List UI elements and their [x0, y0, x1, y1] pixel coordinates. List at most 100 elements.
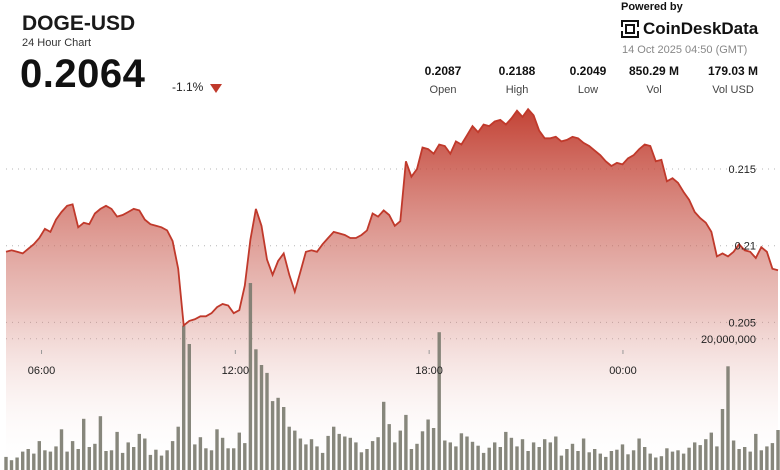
volume-bar	[715, 446, 719, 470]
volume-bar	[420, 431, 425, 470]
volume-bar	[165, 450, 169, 470]
volume-bar	[270, 401, 275, 470]
volume-bar	[409, 449, 414, 470]
time-tick-label: 00:00	[609, 365, 637, 377]
volume-bar	[565, 449, 569, 470]
volume-bar	[209, 450, 214, 470]
current-price: 0.2064	[20, 52, 146, 96]
volume-bar	[443, 440, 447, 470]
volume-bar	[676, 450, 680, 470]
volume-bar	[26, 449, 30, 470]
volume-bar	[287, 426, 291, 470]
volume-bar	[304, 444, 308, 470]
volume-bar	[320, 452, 325, 470]
price-change: -1.1%	[172, 80, 204, 94]
volume-bar	[654, 457, 658, 470]
volume-bar	[470, 441, 475, 470]
volume-bar	[37, 441, 41, 470]
stat-vol-usd-value: 179.03 M	[707, 64, 759, 78]
stat-high: 0.2188 High	[482, 64, 552, 96]
volume-bar	[21, 451, 25, 470]
volume-bar	[226, 448, 230, 470]
volume-bar	[176, 426, 180, 470]
volume-bar	[770, 443, 775, 470]
volume-bar	[282, 407, 286, 470]
volume-bar	[515, 446, 519, 470]
volume-bar	[82, 418, 86, 470]
volume-bar	[137, 433, 141, 470]
volume-bar	[487, 447, 491, 470]
volume-bar	[709, 432, 713, 470]
volume-bar	[254, 349, 258, 470]
volume-bar	[315, 446, 319, 470]
volume-bar	[415, 443, 419, 470]
volume-bar	[620, 444, 625, 470]
volume-bar	[326, 435, 330, 470]
stat-vol-value: 850.29 M	[628, 64, 680, 78]
stat-open-value: 0.2087	[424, 64, 462, 78]
volume-bar	[359, 452, 364, 470]
volume-bar	[548, 442, 552, 470]
stat-high-value: 0.2188	[498, 64, 536, 78]
stat-open-label: Open	[429, 84, 457, 96]
volume-bar	[4, 456, 8, 470]
volume-bar	[354, 442, 358, 470]
stat-low: 0.2049 Low	[553, 64, 623, 96]
volume-bar	[243, 443, 247, 470]
volume-bar	[504, 431, 508, 470]
volume-bar	[526, 451, 530, 470]
volume-bar	[481, 452, 486, 470]
price-tick-label: 0.205	[728, 317, 756, 329]
volume-bar	[776, 430, 780, 470]
volume-bar	[126, 442, 130, 470]
volume-bar	[509, 437, 514, 470]
volume-tick-label: 20,000,000	[701, 334, 756, 346]
volume-bar	[109, 450, 114, 470]
volume-bar	[454, 446, 458, 470]
volume-bar	[87, 447, 91, 470]
volume-bar	[537, 447, 541, 470]
chart-subtitle: 24 Hour Chart	[22, 37, 92, 49]
volume-bar	[220, 437, 225, 470]
volume-bar	[476, 445, 480, 470]
volume-bar	[404, 414, 408, 470]
volume-bar	[587, 452, 591, 470]
volume-bar	[365, 449, 369, 470]
time-tick-label: 06:00	[28, 365, 56, 377]
time-tick-label: 12:00	[222, 365, 250, 377]
volume-bar	[581, 438, 586, 470]
stat-vol-usd-label: Vol USD	[712, 84, 754, 96]
volume-bar	[120, 452, 125, 470]
volume-bar	[637, 438, 641, 470]
volume-bar	[332, 426, 336, 470]
volume-bar	[193, 444, 197, 470]
volume-bar	[65, 451, 69, 470]
volume-bar	[76, 449, 80, 470]
stat-vol: 850.29 M Vol	[619, 64, 689, 96]
volume-bar	[426, 419, 430, 470]
volume-bar	[337, 433, 341, 470]
brand-name: CoinDeskData	[643, 19, 759, 38]
volume-bar	[98, 416, 103, 470]
volume-bar	[187, 344, 191, 470]
volume-bar	[370, 441, 375, 470]
volume-bar	[154, 449, 158, 470]
volume-bar	[276, 397, 280, 470]
volume-bar	[15, 457, 19, 470]
volume-bar	[232, 448, 236, 470]
volume-bar	[115, 431, 119, 470]
volume-bar	[387, 424, 391, 470]
volume-bar	[648, 453, 652, 470]
volume-bar	[32, 453, 36, 470]
volume-bar	[9, 460, 14, 470]
stat-vol-label: Vol	[646, 84, 662, 96]
coindesk-mark-icon	[621, 20, 639, 38]
volume-bar	[132, 447, 136, 470]
volume-bar	[43, 450, 47, 470]
volume-bar	[431, 428, 436, 470]
symbol-title: DOGE-USD	[22, 12, 136, 35]
volume-bar	[737, 449, 741, 470]
volume-bar	[398, 430, 402, 470]
volume-bar	[309, 439, 314, 470]
